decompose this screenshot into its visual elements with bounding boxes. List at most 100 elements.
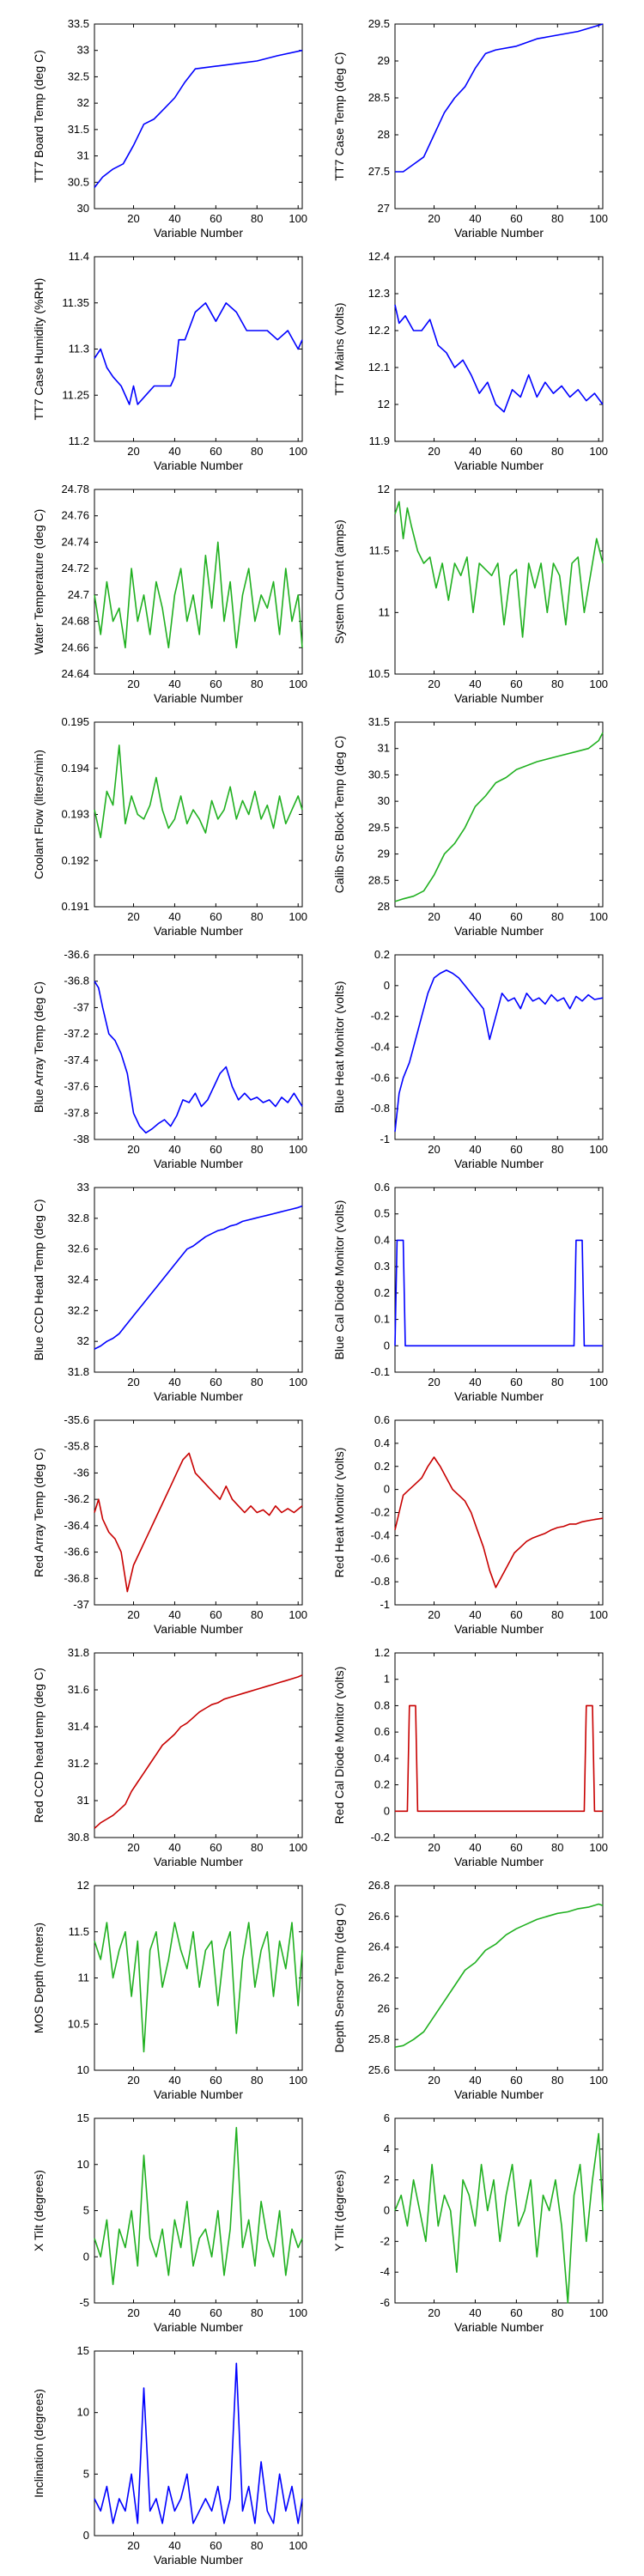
series-line <box>394 969 604 1133</box>
chart-panel-9: -38 -37.8 -37.6 -37.4 -37.2 -37 -36.8 -36.6 20 40… <box>32 948 307 1170</box>
y-tick-label: -5 <box>79 2296 89 2309</box>
x-tick-label: 100 <box>289 2306 307 2319</box>
x-axis-label: Variable Number <box>454 459 544 472</box>
y-tick-label: 29 <box>378 848 390 860</box>
y-tick-label: 10 <box>77 2406 89 2419</box>
y-tick-label: 11.4 <box>69 250 89 263</box>
series-line <box>94 2127 303 2286</box>
chart-panel-11: 31.8 32 32.2 32.4 32.6 32.8 33 20 40 60 80 100 Varia… <box>32 1181 307 1403</box>
y-tick-label: 32 <box>77 96 89 109</box>
x-axis-label: Variable Number <box>454 1389 544 1403</box>
y-tick-label: -36.2 <box>64 1492 89 1505</box>
y-tick-label: -0.1 <box>371 1365 390 1378</box>
y-tick-label: 15 <box>77 2111 89 2124</box>
x-tick-label: 60 <box>210 212 222 225</box>
x-tick-label: 100 <box>289 212 307 225</box>
y-axis-label: Y Tilt (degrees) <box>332 2170 346 2251</box>
y-tick-label: -1 <box>380 1133 390 1145</box>
x-tick-label: 80 <box>551 2306 563 2319</box>
x-tick-label: 100 <box>589 1376 608 1388</box>
x-tick-label: 20 <box>428 445 440 458</box>
series-line <box>394 732 604 902</box>
x-tick-label: 100 <box>589 2074 608 2087</box>
y-tick-label: -36.4 <box>64 1519 89 1532</box>
x-tick-label: 100 <box>589 1841 608 1854</box>
x-tick-label: 20 <box>428 910 440 923</box>
x-axis-label: Variable Number <box>154 2320 243 2334</box>
x-tick-label: 20 <box>127 2539 139 2552</box>
plot-frame <box>94 1187 303 1373</box>
x-tick-label: 100 <box>589 1608 608 1621</box>
x-tick-label: 60 <box>210 677 222 690</box>
x-tick-label: 40 <box>469 212 481 225</box>
y-tick-label: 31.6 <box>68 1683 89 1696</box>
chart-panel-19: -5 0 5 10 15 20 40 60 80 100 Variable Number X Tilt… <box>32 2111 307 2334</box>
plot-frame <box>394 2117 604 2304</box>
y-tick-label: -0.6 <box>371 1552 390 1564</box>
y-tick-label: 0.192 <box>61 854 89 866</box>
x-axis-label: Variable Number <box>154 1389 243 1403</box>
x-axis-label: Variable Number <box>154 459 243 472</box>
y-tick-label: 0.4 <box>374 1233 390 1246</box>
x-tick-label: 20 <box>428 1376 440 1388</box>
x-tick-label: 20 <box>428 2306 440 2319</box>
y-tick-label: 24.74 <box>61 535 89 548</box>
x-tick-label: 80 <box>551 677 563 690</box>
y-tick-label: 27.5 <box>368 165 390 178</box>
series-line <box>394 501 604 638</box>
y-tick-label: 31 <box>77 1794 89 1807</box>
y-axis-label: Red Heat Monitor (volts) <box>332 1448 346 1578</box>
x-tick-label: 60 <box>210 2306 222 2319</box>
x-tick-label: 40 <box>469 2074 481 2087</box>
x-tick-label: 20 <box>127 1841 139 1854</box>
series-line <box>94 1205 303 1350</box>
x-axis-label: Variable Number <box>454 1157 544 1170</box>
x-tick-label: 40 <box>469 1376 481 1388</box>
x-tick-label: 60 <box>510 677 522 690</box>
plot-frame <box>394 1885 604 2071</box>
y-tick-label: 0.194 <box>61 762 89 775</box>
y-tick-label: 28 <box>378 900 390 913</box>
series-line <box>94 301 303 405</box>
y-tick-label: -37.6 <box>64 1080 89 1093</box>
y-tick-label: 11 <box>379 605 391 618</box>
x-tick-label: 40 <box>168 1608 180 1621</box>
series-line <box>94 2362 303 2524</box>
plot-frame <box>394 1419 604 1606</box>
x-tick-label: 80 <box>251 445 263 458</box>
x-tick-label: 40 <box>168 2539 180 2552</box>
y-tick-label: 11.9 <box>369 434 390 447</box>
y-tick-label: 0.2 <box>374 948 390 961</box>
x-tick-label: 40 <box>469 677 481 690</box>
x-axis-label: Variable Number <box>154 2553 243 2567</box>
x-tick-label: 80 <box>551 1841 563 1854</box>
x-tick-label: 20 <box>127 2306 139 2319</box>
x-tick-label: 40 <box>168 2074 180 2087</box>
y-tick-label: 0 <box>384 979 390 992</box>
series-line <box>94 1922 303 2053</box>
x-tick-label: 60 <box>210 2074 222 2087</box>
y-tick-label: 15 <box>77 2344 89 2357</box>
y-tick-label: 24.7 <box>68 588 89 601</box>
y-tick-label: 12 <box>378 483 390 495</box>
x-axis-label: Variable Number <box>454 2087 544 2101</box>
y-tick-label: 0.195 <box>61 715 89 728</box>
x-tick-label: 80 <box>251 212 263 225</box>
y-tick-label: 24.66 <box>61 641 89 653</box>
y-tick-label: 12.2 <box>368 324 390 337</box>
x-tick-label: 60 <box>210 910 222 923</box>
y-axis-label: TT7 Board Temp (deg C) <box>32 50 46 183</box>
y-tick-label: 26.4 <box>368 1941 390 1953</box>
plot-frame <box>94 23 303 210</box>
y-tick-label: 32.2 <box>68 1303 89 1316</box>
x-tick-label: 80 <box>251 677 263 690</box>
y-tick-label: 0.3 <box>374 1260 390 1273</box>
x-tick-label: 80 <box>251 2074 263 2087</box>
x-tick-label: 80 <box>551 2074 563 2087</box>
plot-frame <box>394 1652 604 1838</box>
x-tick-label: 60 <box>510 445 522 458</box>
x-tick-label: 20 <box>127 1143 139 1156</box>
x-tick-label: 20 <box>127 2074 139 2087</box>
y-tick-label: 32 <box>77 1334 89 1347</box>
